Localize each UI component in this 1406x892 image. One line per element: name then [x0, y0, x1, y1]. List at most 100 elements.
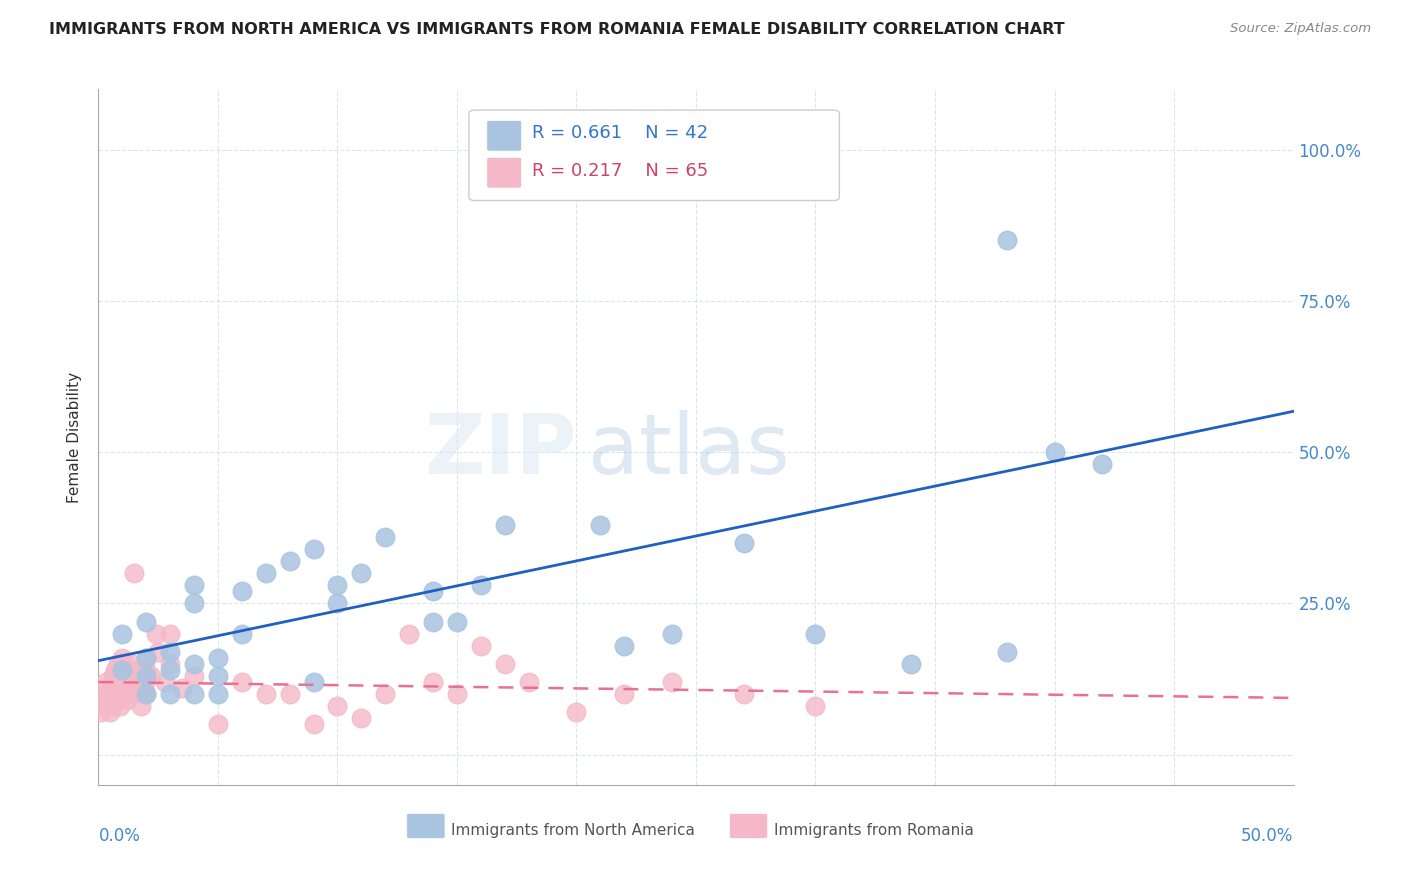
Point [107, 657, 129, 671]
Text: Immigrants from North America: Immigrants from North America [451, 823, 695, 838]
Point [159, 645, 181, 659]
Point [135, 651, 157, 665]
Point [183, 578, 205, 592]
Point [135, 651, 157, 665]
Text: Source: ZipAtlas.com: Source: ZipAtlas.com [1230, 22, 1371, 36]
Point [98, 693, 122, 707]
Point [565, 706, 588, 720]
Point [422, 615, 444, 629]
Point [661, 675, 683, 690]
Point [422, 675, 444, 690]
Point [995, 234, 1018, 248]
Text: 50.0%: 50.0% [1241, 827, 1294, 845]
Point [125, 663, 148, 677]
Text: R = 0.217    N = 65: R = 0.217 N = 65 [533, 161, 709, 179]
Point [900, 657, 922, 671]
Point [302, 675, 325, 690]
Point [302, 717, 325, 731]
Point [104, 663, 127, 677]
Point [155, 675, 177, 690]
Y-axis label: Female Disability: Female Disability [67, 371, 83, 503]
FancyBboxPatch shape [406, 814, 446, 838]
Point [517, 675, 540, 690]
Point [97, 699, 120, 714]
Point [804, 699, 827, 714]
Point [172, 681, 194, 695]
Point [94, 675, 117, 690]
Point [159, 663, 181, 677]
Point [115, 681, 138, 695]
Point [589, 517, 612, 532]
Point [302, 541, 325, 556]
Point [128, 675, 150, 690]
Point [111, 663, 134, 677]
Point [145, 626, 167, 640]
Point [124, 566, 146, 581]
Point [183, 669, 205, 683]
Point [111, 663, 134, 677]
Point [98, 706, 122, 720]
Point [108, 699, 131, 714]
Point [183, 657, 205, 671]
Point [107, 693, 129, 707]
Point [101, 699, 124, 714]
Text: R = 0.661    N = 42: R = 0.661 N = 42 [533, 124, 709, 142]
Point [446, 687, 468, 701]
Point [278, 687, 301, 701]
Text: atlas: atlas [589, 410, 790, 491]
Point [422, 584, 444, 599]
Point [97, 687, 120, 701]
Point [135, 687, 157, 701]
Point [613, 639, 636, 653]
Point [470, 578, 492, 592]
Point [104, 675, 127, 690]
Point [446, 615, 468, 629]
Point [135, 663, 157, 677]
Point [1043, 445, 1066, 459]
Point [108, 669, 131, 683]
Point [111, 675, 134, 690]
Point [374, 530, 396, 544]
Point [231, 626, 253, 640]
Point [326, 699, 349, 714]
Point [91, 699, 114, 714]
FancyBboxPatch shape [470, 110, 839, 201]
Point [494, 657, 516, 671]
Point [254, 687, 277, 701]
Point [804, 626, 827, 640]
Point [995, 645, 1018, 659]
Point [326, 578, 349, 592]
Point [398, 626, 420, 640]
Point [98, 681, 122, 695]
FancyBboxPatch shape [486, 120, 522, 151]
Point [661, 626, 683, 640]
Point [132, 681, 155, 695]
Point [148, 645, 170, 659]
Point [107, 681, 129, 695]
Point [326, 597, 349, 611]
Point [104, 687, 127, 701]
Point [374, 687, 396, 701]
Point [254, 566, 277, 581]
Point [135, 669, 157, 683]
Point [101, 687, 124, 701]
Point [350, 711, 373, 725]
FancyBboxPatch shape [730, 814, 768, 838]
Point [131, 699, 153, 714]
Point [159, 657, 181, 671]
Point [183, 597, 205, 611]
Point [733, 130, 755, 145]
Point [207, 669, 229, 683]
Point [278, 554, 301, 568]
Point [124, 687, 146, 701]
Point [115, 693, 138, 707]
Point [733, 687, 755, 701]
Point [733, 536, 755, 550]
Point [207, 651, 229, 665]
Point [207, 717, 229, 731]
Text: ZIP: ZIP [425, 410, 576, 491]
Point [494, 517, 516, 532]
Point [139, 669, 162, 683]
Point [159, 687, 181, 701]
Point [231, 584, 253, 599]
